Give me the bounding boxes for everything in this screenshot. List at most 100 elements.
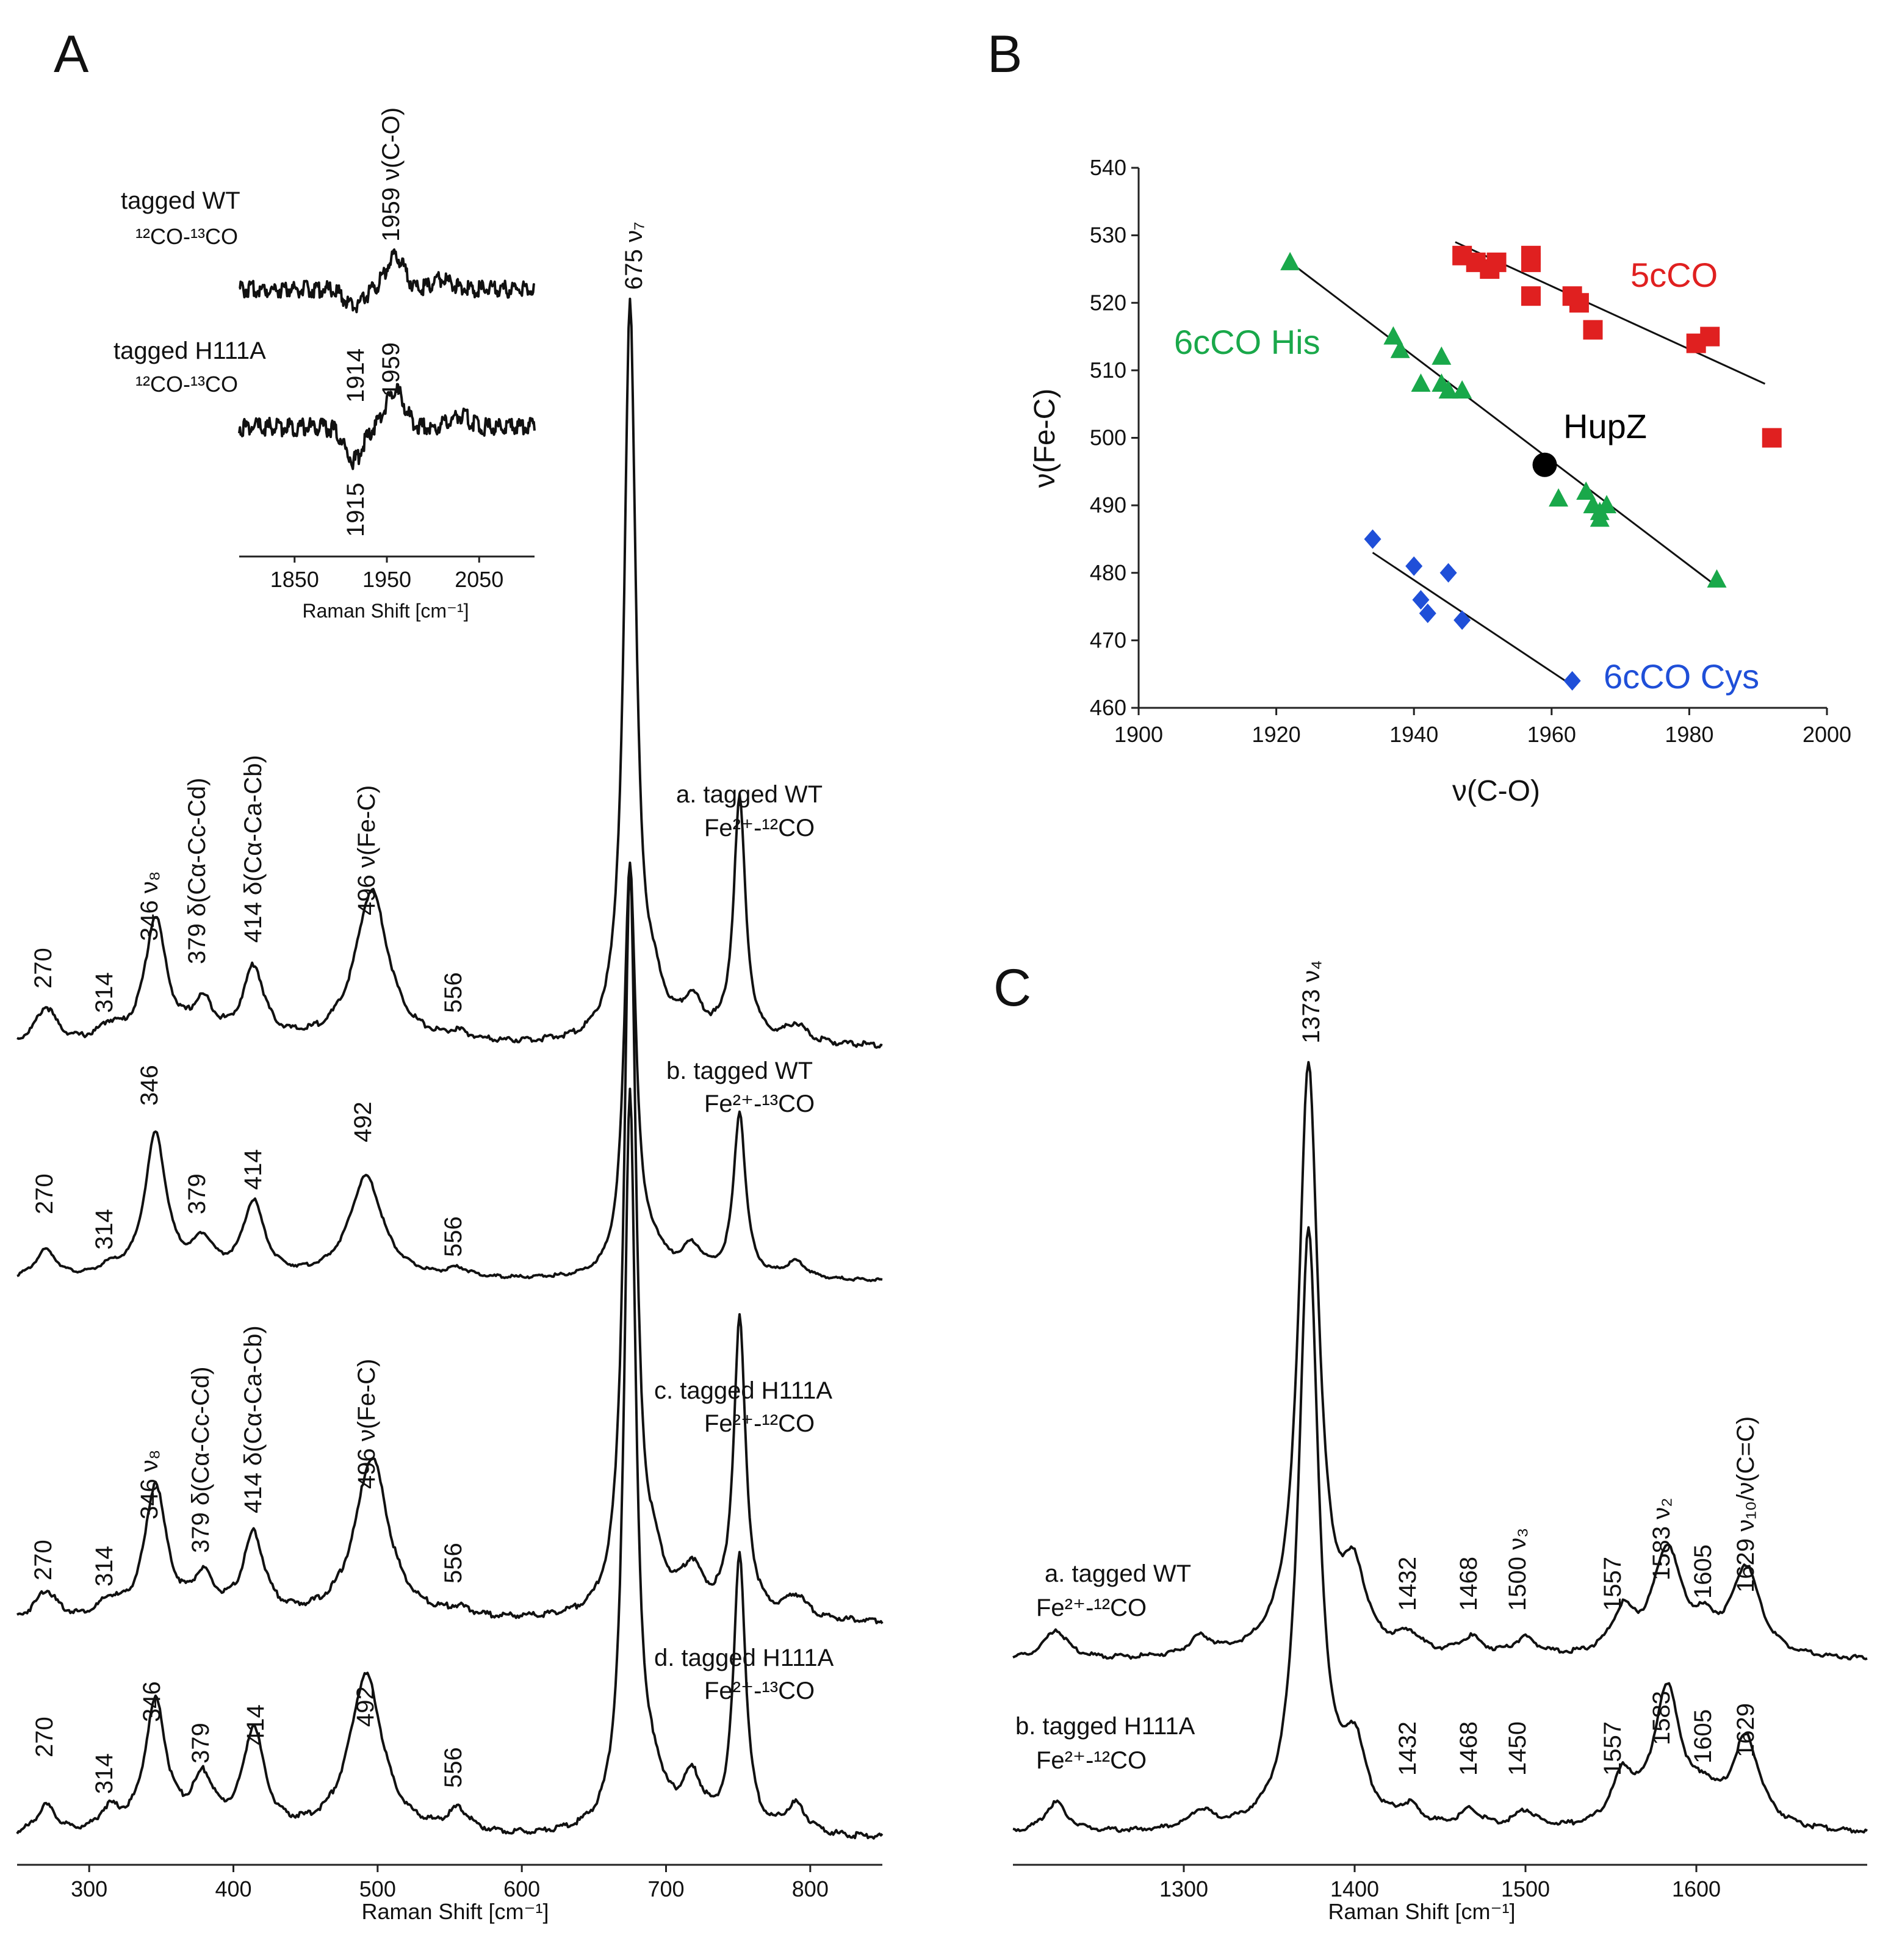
spectrum-d-h111a-13co	[16, 1087, 884, 1840]
peak-label-a-346: 346 ν₈	[136, 871, 163, 941]
series-label-5cco: 5cCO	[1630, 256, 1718, 294]
point-6cco-his	[1390, 339, 1410, 358]
peak-label-c-b-1583: 1583	[1648, 1691, 1675, 1745]
inset-label-h111a-line1: tagged H111A	[113, 337, 266, 364]
inset-label-h111a-line2: ¹²CO-¹³CO	[135, 372, 238, 397]
panel-a-inset: 1850 1950 2050 Raman Shift [cm⁻¹] tagged W…	[113, 107, 536, 622]
peak-label-c-496: 496 ν(Fe-C)	[353, 1359, 380, 1489]
peak-label-c-1373-v4: 1373 ν₄	[1298, 960, 1325, 1043]
fit-line-6cco-his	[1289, 261, 1718, 588]
panel-b-y-axis-title: ν(Fe-C)	[1029, 389, 1061, 488]
peak-label-c-270: 270	[30, 1540, 57, 1580]
point-6cco-his	[1280, 251, 1300, 270]
series-label-a-line2: Fe²⁺-¹²CO	[704, 815, 815, 841]
panel-a-x-ticks: 300 400 500 600 700 800	[71, 1865, 829, 1901]
point-6cco-cys	[1412, 590, 1430, 610]
peak-label-b-379: 379	[184, 1173, 211, 1214]
panel-a-spectra	[16, 297, 884, 1840]
inset-annot-1959: 1959	[378, 342, 405, 397]
panel-b-y-tick-label: 500	[1090, 425, 1126, 450]
inset-x-tick-label: 1950	[362, 567, 411, 592]
point-hupz	[1532, 452, 1557, 477]
peak-label-d-314: 314	[91, 1753, 118, 1794]
series-label-c-line2: Fe²⁺-¹²CO	[704, 1410, 815, 1437]
peak-label-d-346: 346	[139, 1681, 165, 1722]
spectrum-c-h111a-12co	[16, 865, 884, 1624]
panel-b-y-tick-label: 520	[1090, 290, 1126, 315]
point-5cco	[1486, 252, 1507, 272]
peak-label-c-a-1583-v2: 1583 ν₂	[1648, 1497, 1675, 1580]
series-label-c-a-line2: Fe²⁺-¹²CO	[1036, 1594, 1147, 1621]
peak-label-a-379: 379 δ(Cα-Cc-Cd)	[184, 778, 211, 964]
point-6cco-cys	[1453, 610, 1471, 630]
fit-line-6cco-cys	[1372, 552, 1566, 682]
peak-label-d-414: 414	[242, 1704, 269, 1745]
inset-annot-1959-vco: 1959 ν(C-O)	[378, 107, 405, 242]
peak-label-675-v7: 675 ν₇	[621, 222, 647, 290]
peak-label-a-496: 496 ν(Fe-C)	[353, 785, 380, 915]
series-label-b-line1: b. tagged WT	[666, 1057, 813, 1084]
panel-b-y-tick-label: 460	[1090, 695, 1126, 720]
point-6cco-cys	[1439, 563, 1457, 583]
panel-b-y-tick-label: 540	[1090, 155, 1126, 180]
inset-annot-1914: 1914	[342, 348, 369, 403]
panel-a-x-tick-label: 300	[71, 1876, 107, 1901]
panel-letter-b: B	[987, 25, 1022, 84]
spectrum-a-wt-12co	[16, 297, 883, 1049]
panel-a-x-tick-label: 500	[359, 1876, 396, 1901]
panel-b-x-tick-label: 1960	[1527, 722, 1576, 747]
panel-a-x-tick-label: 600	[503, 1876, 540, 1901]
peak-label-a-556: 556	[440, 972, 467, 1013]
peak-label-a-270: 270	[30, 948, 57, 989]
peak-label-c-b-1629: 1629	[1732, 1703, 1759, 1757]
panel-c-x-ticks: 1300 1400 1500 1600	[1159, 1865, 1721, 1901]
peak-label-c-314: 314	[91, 1546, 118, 1587]
peak-label-d-270: 270	[31, 1717, 58, 1757]
peak-label-c-346: 346 ν₈	[136, 1450, 163, 1519]
series-label-b-line2: Fe²⁺-¹³CO	[704, 1090, 815, 1117]
panel-b-y-tick-label: 490	[1090, 492, 1126, 517]
panel-b-points	[1280, 245, 1782, 691]
series-label-6cco-his: 6cCO His	[1174, 323, 1320, 361]
peak-label-c-a-1432: 1432	[1394, 1557, 1421, 1611]
panel-a-x-tick-label: 700	[647, 1876, 684, 1901]
peak-label-a-314: 314	[91, 972, 118, 1013]
panel-b-x-axis-title: ν(C-O)	[1452, 775, 1540, 807]
inset-spectrum-h111a	[238, 383, 536, 470]
peak-label-c-b-1450: 1450	[1504, 1721, 1531, 1776]
series-label-c-line1: c. tagged H111A	[654, 1377, 832, 1404]
panel-a: A 1850 1950 2050 Raman Shift [cm⁻¹] tagged…	[16, 25, 884, 1924]
panel-b-y-tick-label: 530	[1090, 223, 1126, 248]
point-6cco-his	[1432, 346, 1452, 365]
point-5cco	[1521, 252, 1541, 272]
peak-label-a-414: 414 δ(Cα-Ca-Cb)	[240, 755, 267, 943]
inset-spectrum-wt	[239, 248, 536, 314]
panel-b-x-tick-label: 1980	[1665, 722, 1713, 747]
panel-b-y-tick-label: 480	[1090, 560, 1126, 585]
point-6cco-cys	[1419, 603, 1436, 624]
panel-b-x-tick-label: 2000	[1803, 722, 1851, 747]
peak-label-b-270: 270	[31, 1173, 58, 1214]
series-label-d-line1: d. tagged H111A	[654, 1645, 834, 1671]
peak-label-d-492: 492	[352, 1686, 379, 1727]
panel-b-fit-lines	[1289, 241, 1766, 682]
inset-label-wt-line1: tagged WT	[121, 187, 240, 214]
peak-label-c-b-1432: 1432	[1394, 1721, 1421, 1776]
point-6cco-cys	[1364, 529, 1381, 549]
point-5cco	[1569, 293, 1589, 313]
panel-letter-c: C	[993, 959, 1031, 1017]
inset-x-tick-label: 2050	[455, 567, 503, 592]
point-5cco	[1583, 320, 1603, 340]
point-5cco	[1521, 286, 1541, 306]
panel-b-x-tick-label: 1940	[1389, 722, 1438, 747]
peak-label-b-346: 346	[136, 1065, 163, 1106]
peak-label-c-a-1605: 1605	[1690, 1544, 1716, 1599]
peak-label-c-a-1557: 1557	[1599, 1557, 1626, 1611]
spectrum-c-a-wt-12co	[1012, 1061, 1868, 1661]
series-label-c-b-line2: Fe²⁺-¹²CO	[1036, 1747, 1147, 1774]
panel-b-x-tick-label: 1900	[1114, 722, 1163, 747]
spectrum-c-b-h111a-12co	[1012, 1226, 1868, 1834]
series-label-c-b-line1: b. tagged H111A	[1015, 1713, 1195, 1740]
peak-label-c-414: 414 δ(Cα-Ca-Cb)	[240, 1325, 267, 1513]
